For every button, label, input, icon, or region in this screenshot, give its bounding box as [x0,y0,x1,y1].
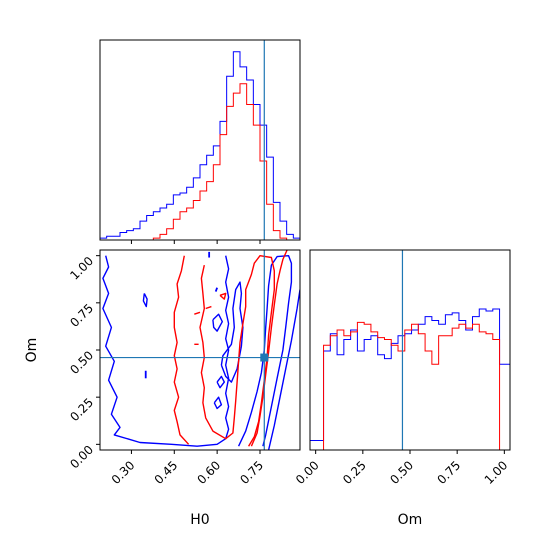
h0-histogram-panel [99,39,301,244]
contour-blue-1 [267,289,300,450]
contour-red-3 [194,311,201,315]
contour-blue-7 [216,375,225,389]
truth-marker [260,353,269,362]
h0-hist-blue [99,51,301,240]
contour-red-1 [199,255,275,447]
contour-blue-5 [212,313,223,332]
contour-blue-fragment-2 [214,287,218,292]
contour-blue-2 [237,255,293,447]
contour-lines [100,250,300,450]
contour-red-2 [250,250,288,447]
x-axis-label-h0: H0 [190,512,209,528]
contour-blue-3 [220,281,244,383]
h0-hist-red [100,83,300,241]
contour-blue-4 [142,293,148,308]
contour-red-4 [205,305,212,310]
contour-red-6 [219,292,227,300]
y-axis-label-om: Om [24,338,40,363]
om-hist-red [310,321,510,451]
contour-blue-6 [213,396,223,410]
contour-red-0 [173,255,190,445]
om-hist-blue [309,308,511,450]
contour-blue-0 [102,255,230,447]
h0-hist-frame [99,39,301,241]
x-axis-label-om: Om [398,512,423,528]
